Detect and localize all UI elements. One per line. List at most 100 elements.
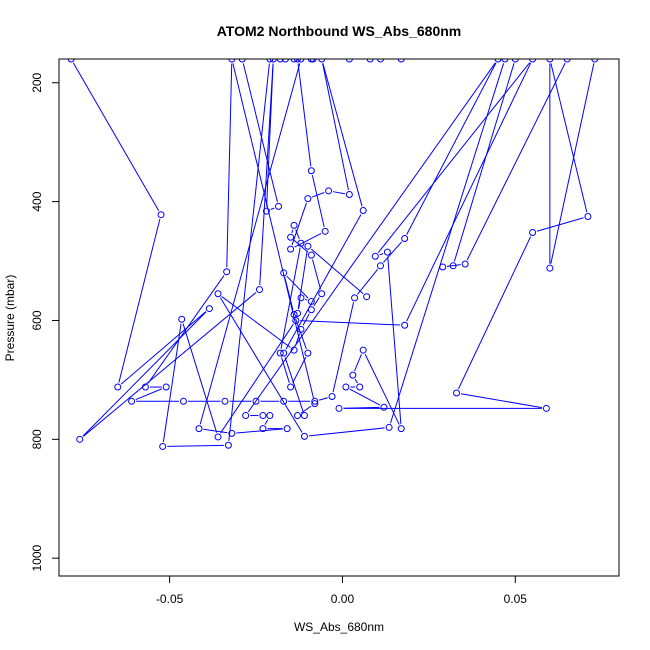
series-segment (219, 297, 303, 433)
data-point (494, 59, 502, 63)
data-point (461, 260, 469, 268)
data-point (342, 383, 350, 391)
data-point (266, 412, 274, 420)
series-segment (349, 388, 381, 406)
data-point (376, 59, 384, 63)
series-segment (319, 397, 328, 401)
data-point (383, 248, 391, 256)
data-point (529, 59, 537, 63)
data-point (280, 397, 288, 405)
series-segment (305, 298, 308, 301)
data-point (141, 383, 149, 391)
data-point (376, 262, 384, 270)
plot-area (67, 59, 599, 450)
data-point (228, 59, 236, 63)
data-point (221, 397, 229, 405)
series-segment (458, 236, 532, 390)
series-segment (383, 241, 403, 263)
data-point (385, 423, 393, 431)
data-point (511, 59, 519, 63)
series-segment (291, 202, 307, 246)
data-point (300, 412, 308, 420)
data-point (345, 190, 353, 198)
data-point (359, 207, 367, 215)
series-segment (406, 62, 532, 322)
data-point (287, 233, 295, 241)
data-point (318, 59, 326, 63)
data-point (335, 404, 343, 412)
data-point (371, 252, 379, 260)
data-point (179, 397, 187, 405)
series-segment (182, 323, 218, 433)
series-segment (332, 191, 346, 195)
data-point (304, 242, 312, 250)
series-segment (295, 333, 301, 347)
axis-layer: -0.05 0.00 0.05 200 400 600 800 1000 (30, 72, 527, 606)
data-point (252, 397, 260, 405)
data-point (345, 59, 353, 63)
data-point (255, 286, 263, 294)
series-segment (379, 253, 384, 256)
data-point (162, 383, 170, 391)
data-point (287, 245, 295, 253)
data-point (159, 442, 167, 450)
data-point (453, 389, 461, 397)
x-tick-label: 0.05 (504, 592, 528, 606)
data-point (223, 268, 231, 276)
data-point (318, 290, 326, 298)
data-point (259, 425, 267, 433)
data-point (321, 227, 329, 235)
data-point (307, 297, 315, 305)
data-point (294, 412, 302, 420)
data-point (287, 383, 295, 391)
series-segment (242, 63, 278, 203)
data-point (397, 59, 405, 63)
data-point (259, 412, 267, 420)
data-point (439, 263, 447, 271)
data-point (242, 412, 250, 420)
series-segment (220, 323, 294, 434)
series-segment (291, 229, 294, 234)
data-point (307, 306, 315, 314)
series-segment (308, 427, 385, 437)
data-point (366, 59, 374, 63)
y-axis-label: Pressure (mbar) (3, 275, 17, 362)
series-segment (453, 63, 515, 262)
series-segment (297, 63, 312, 167)
series-segment (300, 320, 401, 326)
data-point (328, 393, 336, 401)
data-point (325, 187, 333, 195)
data-point (214, 433, 222, 441)
data-point (359, 346, 367, 354)
series-segment (311, 174, 325, 228)
series-segment (322, 63, 363, 207)
series-segment (295, 229, 300, 240)
series-segment (297, 250, 308, 309)
y-tick-label: 1000 (30, 545, 44, 572)
series-segment (221, 296, 291, 348)
data-point (275, 202, 283, 210)
data-point (262, 207, 270, 215)
series-segment (406, 62, 497, 235)
series-segment (295, 318, 307, 350)
data-point (307, 59, 315, 63)
data-point (276, 59, 284, 63)
series-segment (322, 63, 349, 191)
series-segment (203, 428, 228, 434)
data-point (449, 262, 457, 270)
data-point (214, 290, 222, 298)
data-point (228, 429, 236, 437)
series-segment (460, 393, 543, 409)
data-point (297, 294, 305, 302)
series-segment (135, 388, 163, 401)
y-tick-label: 400 (30, 191, 44, 211)
series-segment (281, 357, 290, 383)
data-point (294, 309, 302, 317)
series-segment (354, 378, 358, 384)
data-point (304, 195, 312, 203)
data-point (290, 221, 298, 229)
data-point (546, 59, 554, 63)
plot-frame (58, 58, 620, 577)
data-point (401, 321, 409, 329)
